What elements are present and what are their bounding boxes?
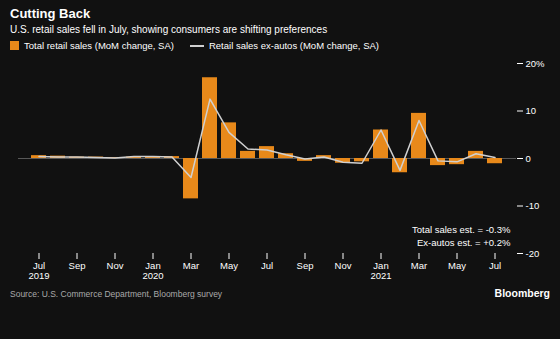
svg-text:May: May	[448, 260, 466, 271]
svg-text:Sep: Sep	[69, 260, 86, 271]
svg-text:Mar: Mar	[411, 260, 427, 271]
svg-text:20%: 20%	[526, 58, 546, 69]
svg-text:Nov: Nov	[107, 260, 124, 271]
html-text:U.S. retail sales fell in July: U.S. retail sales fell in July, showing …	[10, 24, 328, 35]
svg-text:Jul: Jul	[261, 260, 273, 271]
svg-text:May: May	[220, 260, 238, 271]
svg-text:0: 0	[526, 153, 531, 164]
svg-text:10: 10	[526, 105, 537, 116]
html-text:Source: U.S. Commerce Departme: Source: U.S. Commerce Department, Bloomb…	[10, 289, 223, 299]
svg-text:Jul2019: Jul2019	[28, 260, 49, 281]
html-text:Retail sales ex-autos (MoM cha: Retail sales ex-autos (MoM change, SA)	[209, 40, 379, 51]
svg-text:-20: -20	[526, 248, 540, 259]
svg-text:Sep: Sep	[297, 260, 314, 271]
svg-text:Total sales est. = -0.3%: Total sales est. = -0.3%	[412, 224, 511, 235]
svg-text:Jan2021: Jan2021	[370, 260, 391, 281]
svg-text:Jul: Jul	[489, 260, 501, 271]
html-text:Total retail sales (MoM change: Total retail sales (MoM change, SA)	[24, 40, 174, 51]
html-text:Cutting Back: Cutting Back	[10, 6, 91, 21]
svg-text:Mar: Mar	[183, 260, 199, 271]
svg-text:Nov: Nov	[335, 260, 352, 271]
svg-text:Ex-autos est. = +0.2%: Ex-autos est. = +0.2%	[417, 237, 511, 248]
svg-text:-10: -10	[526, 200, 540, 211]
svg-text:Jan2020: Jan2020	[142, 260, 163, 281]
html-text:Bloomberg: Bloomberg	[494, 287, 550, 299]
